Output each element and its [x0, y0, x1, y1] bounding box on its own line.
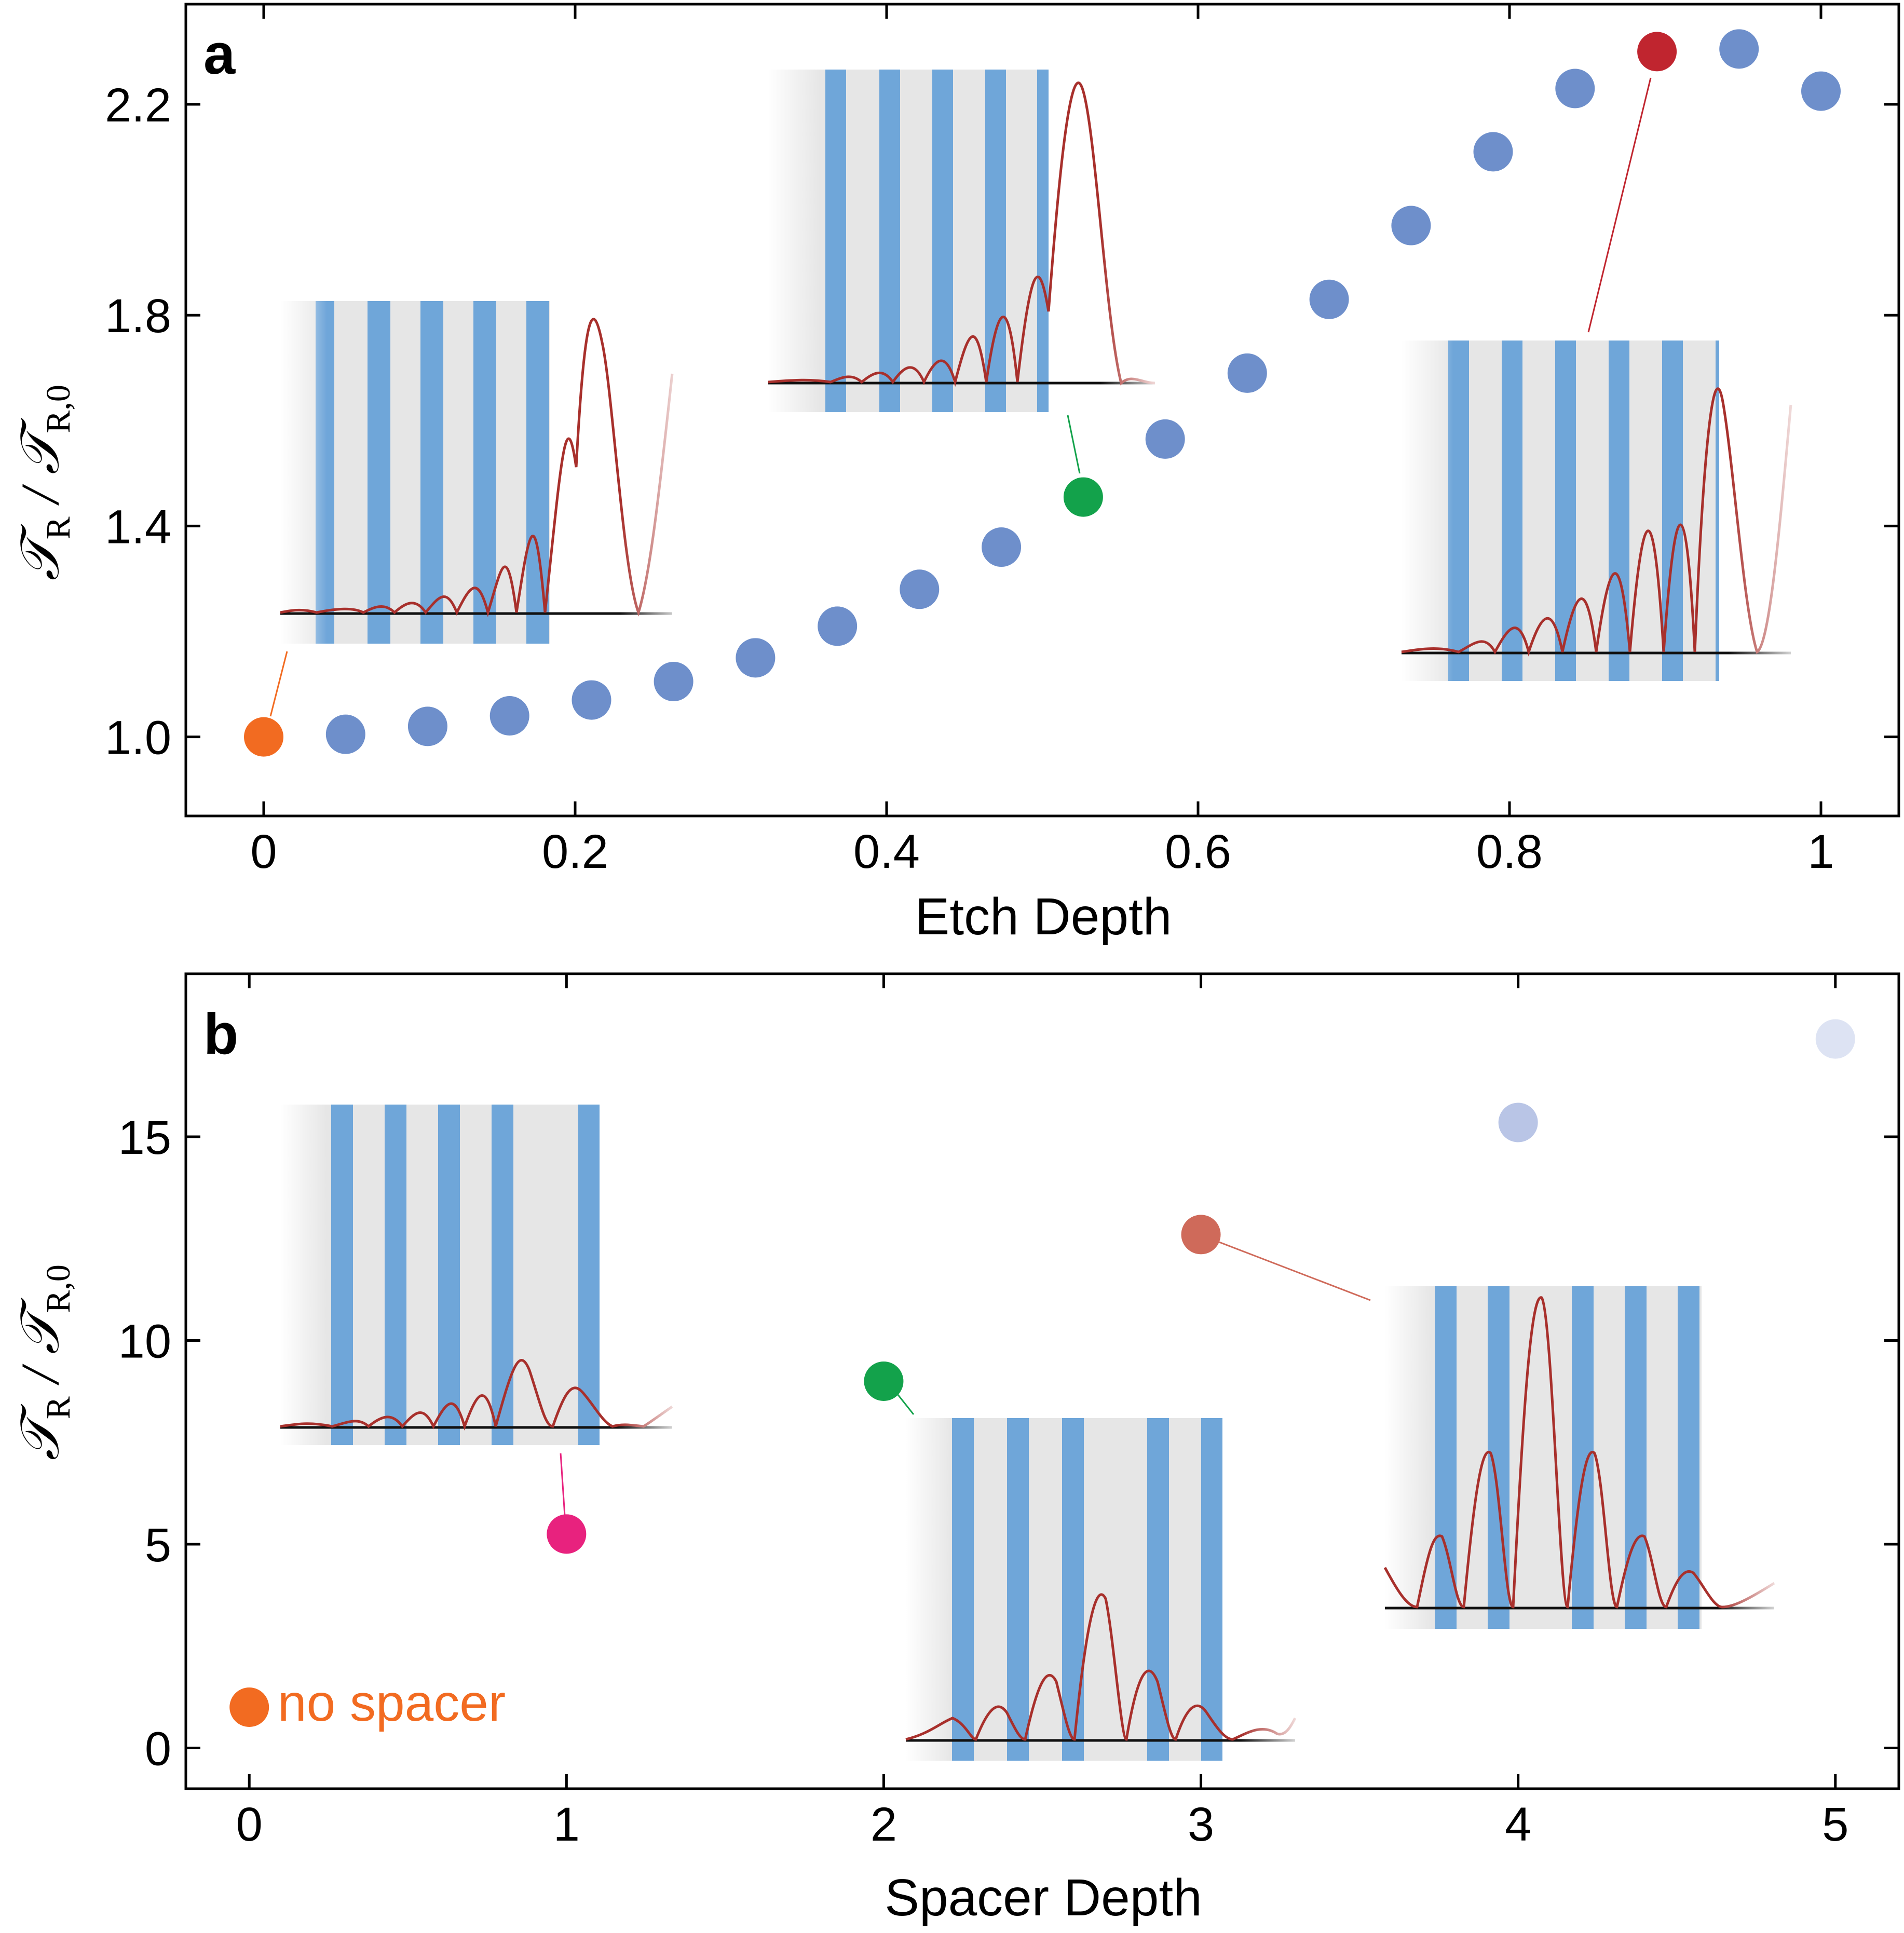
- inset-b1-structure: [280, 1105, 675, 1445]
- data-point: [1309, 279, 1349, 319]
- x-tick-label: 0.4: [853, 825, 920, 878]
- panel-a-xlabel: Etch Depth: [915, 888, 1172, 946]
- x-tick-label: 4: [1505, 1798, 1531, 1851]
- panel-label-b: b: [203, 1002, 238, 1066]
- data-point: [244, 717, 283, 757]
- data-point: [489, 696, 529, 736]
- data-point: [864, 1362, 904, 1401]
- y-tick-label: 2.2: [105, 79, 171, 132]
- data-point: [654, 662, 693, 702]
- x-tick-label: 1: [553, 1798, 580, 1851]
- data-point: [1145, 419, 1185, 459]
- data-point: [1181, 1215, 1221, 1255]
- x-tick-label: 1: [1807, 825, 1834, 878]
- data-point: [736, 638, 776, 678]
- x-tick-label: 0.6: [1165, 825, 1231, 878]
- data-point: [547, 1514, 587, 1554]
- panel-a-leaders: [269, 77, 1652, 717]
- y-tick-label: 1.4: [105, 500, 171, 553]
- x-tick-label: 2: [871, 1798, 897, 1851]
- data-point: [1637, 32, 1677, 72]
- data-point: [1815, 1019, 1855, 1059]
- no-spacer-annotation: no spacer: [278, 1674, 506, 1732]
- x-tick-label: 0.8: [1476, 825, 1543, 878]
- y-tick-label: 1.0: [105, 712, 171, 765]
- panel-b-axes: 0 1 2 3 4 5 0 5 10 15: [118, 972, 1900, 1851]
- panel-a-ylabel: 𝒯R / 𝒯R,0: [10, 385, 77, 581]
- y-tick-label: 1.8: [105, 290, 171, 343]
- panel-b-xlabel: Spacer Depth: [885, 1869, 1202, 1927]
- data-point: [229, 1687, 269, 1727]
- data-point: [1555, 69, 1595, 108]
- data-point: [1719, 29, 1759, 69]
- data-point: [407, 706, 447, 746]
- inset-b2-structure: [905, 1418, 1298, 1761]
- data-point: [1498, 1102, 1538, 1142]
- data-point: [982, 527, 1022, 567]
- plot-frame: [184, 3, 1900, 818]
- data-point: [1227, 353, 1267, 393]
- panel-b-ylabel: 𝒯R / 𝒯R,0: [10, 1264, 77, 1461]
- inset-a1-structure: [280, 301, 677, 644]
- panel-a-axes: 0 0.2 0.4 0.6 0.8 1 1.0 1.4 1.8 2.2: [105, 3, 1900, 878]
- y-tick-label: 15: [118, 1111, 171, 1164]
- y-tick-label: 5: [145, 1519, 171, 1572]
- x-tick-label: 3: [1188, 1798, 1214, 1851]
- x-tick-label: 0.2: [542, 825, 608, 878]
- data-point: [1801, 71, 1841, 111]
- inset-a2-structure: [768, 70, 1158, 412]
- panel-b-points: [229, 1019, 1855, 1727]
- x-tick-label: 0: [250, 825, 277, 878]
- data-point: [1063, 477, 1103, 517]
- x-tick-label: 0: [236, 1798, 263, 1851]
- inset-a3-structure: [1401, 341, 1793, 681]
- data-point: [325, 714, 365, 754]
- data-point: [818, 606, 858, 646]
- y-tick-label: 0: [145, 1723, 171, 1776]
- panel-a-points: [244, 29, 1841, 757]
- y-tick-label: 10: [118, 1315, 171, 1368]
- data-point: [1391, 206, 1431, 246]
- panel-b: 0 1 2 3 4 5 0 5 10 15 b Spacer Depth 𝒯R / 𝒯R,0 no…: [10, 972, 1900, 1927]
- data-point: [900, 569, 940, 609]
- data-point: [572, 680, 611, 720]
- panel-b-insets: [280, 1105, 1776, 1761]
- plot-frame: [184, 972, 1900, 1790]
- data-point: [1473, 132, 1513, 172]
- panel-label-a: a: [203, 22, 236, 86]
- panel-a-insets: [280, 70, 1793, 681]
- x-tick-label: 5: [1822, 1798, 1848, 1851]
- inset-b3-structure: [1383, 1286, 1776, 1629]
- panel-a: 0 0.2 0.4 0.6 0.8 11.01.41.82.2 a Etch Depth …: [10, 3, 1900, 946]
